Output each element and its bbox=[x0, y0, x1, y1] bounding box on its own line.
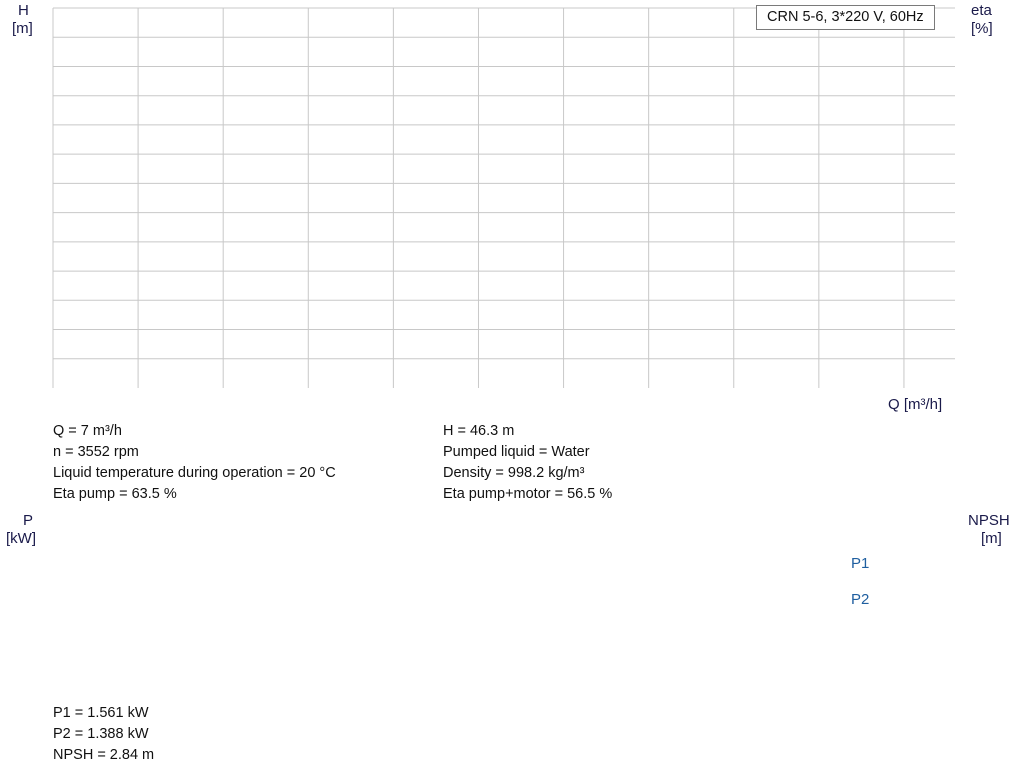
info-q: Q = 7 m³/h bbox=[53, 423, 122, 439]
npsh-axis-unit: [m] bbox=[981, 530, 1002, 547]
operating-info-right: H = 46.3 m Pumped liquid = Water Density… bbox=[443, 421, 612, 505]
q-axis-title: Q [m³/h] bbox=[888, 396, 943, 413]
h-axis-title: H bbox=[18, 2, 29, 19]
info-h: H = 46.3 m bbox=[443, 423, 515, 439]
npsh-axis-title: NPSH bbox=[968, 512, 1010, 529]
h-axis-unit: [m] bbox=[12, 20, 33, 37]
head-eta-plot bbox=[52, 7, 955, 388]
p1-curve-label: P1 bbox=[851, 555, 870, 572]
p-axis-unit: [kW] bbox=[6, 530, 36, 547]
eta-axis-unit: [%] bbox=[971, 20, 993, 37]
info-eta-pump: Eta pump = 63.5 % bbox=[53, 486, 177, 502]
power-info: P1 = 1.561 kW P2 = 1.388 kW NPSH = 2.84 … bbox=[53, 703, 154, 766]
p2-curve-label: P2 bbox=[851, 591, 870, 608]
info-density: Density = 998.2 kg/m³ bbox=[443, 465, 585, 481]
operating-info-left: Q = 7 m³/h n = 3552 rpm Liquid temperatu… bbox=[53, 421, 336, 505]
info-liquid: Pumped liquid = Water bbox=[443, 444, 590, 460]
info-npsh: NPSH = 2.84 m bbox=[53, 747, 155, 763]
p-axis-title: P bbox=[23, 512, 34, 529]
info-temp: Liquid temperature during operation = 20… bbox=[53, 465, 336, 481]
power-npsh-chart: P [kW] NPSH [m] P1 P2 bbox=[0, 510, 1024, 695]
info-p2: P2 = 1.388 kW bbox=[53, 726, 149, 742]
head-eta-chart: H [m] eta [%] Q [m³/h] CRN 5-6, 3*220 V,… bbox=[12, 2, 993, 413]
info-eta-pump-motor: Eta pump+motor = 56.5 % bbox=[443, 486, 613, 502]
eta-axis-title: eta bbox=[971, 2, 992, 19]
pump-model-label: CRN 5-6, 3*220 V, 60Hz bbox=[756, 5, 935, 30]
info-p1: P1 = 1.561 kW bbox=[53, 705, 149, 721]
info-n: n = 3552 rpm bbox=[53, 444, 139, 460]
power-npsh-plot bbox=[0, 510, 1024, 695]
